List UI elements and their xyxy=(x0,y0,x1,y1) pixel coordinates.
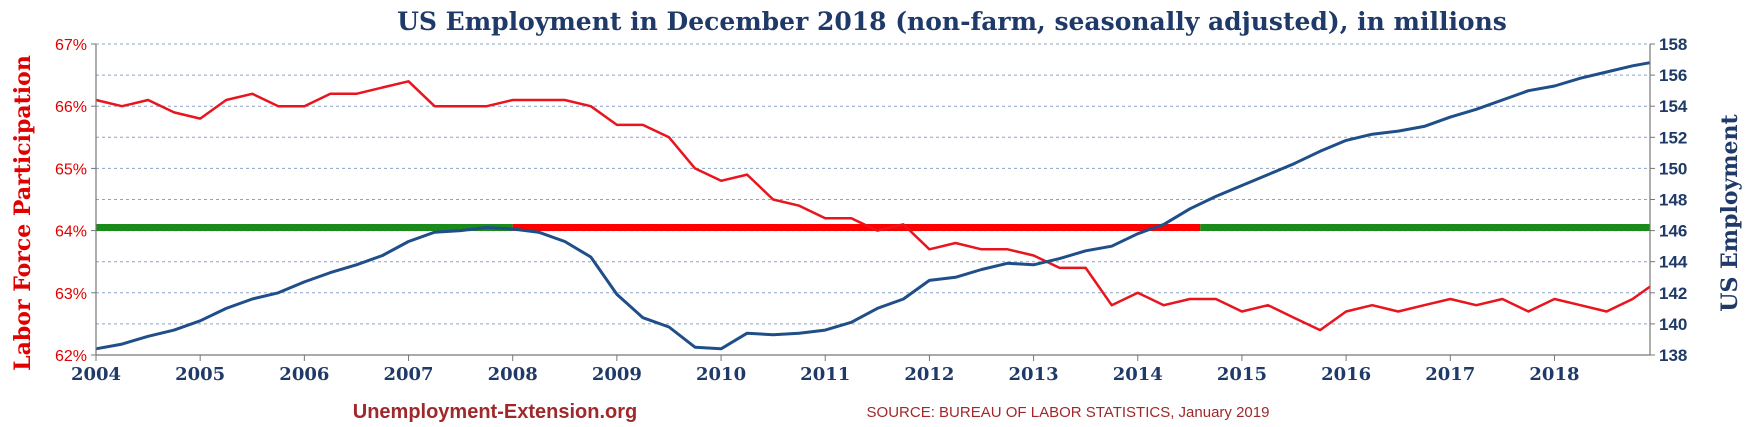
right-tick-label: 158 xyxy=(1659,35,1687,54)
series-lines xyxy=(95,61,1651,351)
right-tick-label: 154 xyxy=(1659,97,1688,116)
left-tick-label: 65% xyxy=(55,161,87,178)
source-note: SOURCE: BUREAU OF LABOR STATISTICS, Janu… xyxy=(867,404,1270,421)
right-axis-label: US Employment xyxy=(1717,113,1743,311)
x-tick-label: 2010 xyxy=(696,364,746,385)
x-tick-label: 2013 xyxy=(1009,364,1059,385)
x-tick-label: 2007 xyxy=(383,364,433,385)
x-tick-label: 2011 xyxy=(800,364,850,385)
right-tick-label: 146 xyxy=(1659,222,1687,241)
left-tick-label: 62% xyxy=(55,348,87,365)
employment-line xyxy=(95,61,1651,351)
right-tick-label: 142 xyxy=(1659,284,1687,303)
right-tick-label: 148 xyxy=(1659,191,1687,210)
right-tick-label: 156 xyxy=(1659,66,1687,85)
x-tick-label: 2008 xyxy=(488,364,538,385)
chart-title: US Employment in December 2018 (non-farm… xyxy=(397,7,1507,36)
x-tick-label: 2016 xyxy=(1321,364,1371,385)
tick-labels: 62% 63% 64% 65% 66% 67% 138 140 142 144 146 148 150 1… xyxy=(55,35,1688,385)
right-tick-label: 138 xyxy=(1659,346,1687,365)
participation-line xyxy=(95,80,1651,332)
left-tick-label: 64% xyxy=(55,224,87,241)
x-tick-label: 2018 xyxy=(1529,364,1579,385)
gridlines xyxy=(96,43,1650,356)
right-tick-label: 140 xyxy=(1659,315,1687,334)
left-axis-label: Labor Force Participation xyxy=(10,55,36,371)
x-tick-label: 2005 xyxy=(175,364,225,385)
site-name: Unemployment-Extension.org xyxy=(353,401,637,423)
left-tick-label: 63% xyxy=(55,286,87,303)
x-tick-label: 2017 xyxy=(1425,364,1475,385)
right-tick-label: 152 xyxy=(1659,128,1687,147)
x-tick-label: 2009 xyxy=(592,364,642,385)
x-tick-label: 2012 xyxy=(904,364,954,385)
x-tick-label: 2014 xyxy=(1113,364,1163,385)
x-tick-label: 2015 xyxy=(1217,364,1267,385)
right-tick-label: 150 xyxy=(1659,159,1687,178)
x-tick-label: 2006 xyxy=(279,364,329,385)
left-tick-label: 66% xyxy=(55,99,87,116)
left-tick-label: 67% xyxy=(55,37,87,54)
right-tick-label: 144 xyxy=(1659,253,1688,272)
x-tick-label: 2004 xyxy=(71,364,121,385)
